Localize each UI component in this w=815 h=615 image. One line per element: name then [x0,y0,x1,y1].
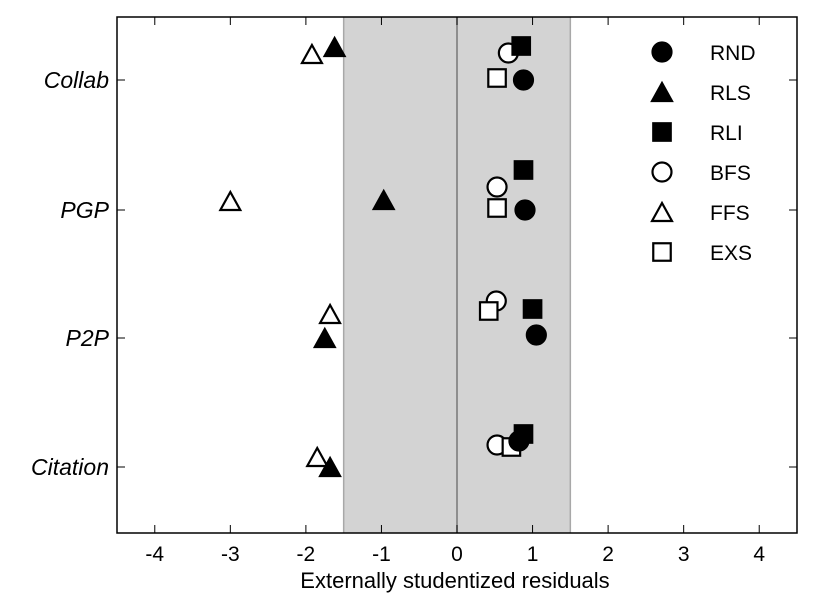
marker-rnd [512,69,535,91]
legend-marker-rnd [651,41,673,63]
marker-rls [318,455,342,478]
legend-marker-rli [652,122,672,142]
marker-rls [371,188,396,211]
marker-bfs [486,176,508,198]
marker-ffs [318,302,342,325]
marker-ffs [218,189,243,212]
legend-marker-rls [650,80,674,103]
marker-rnd [525,324,547,346]
category-label: PGP [60,197,109,223]
x-tick-label: -4 [145,543,164,566]
legend-label-rli: RLI [710,122,743,145]
legend-label-bfs: BFS [710,162,751,185]
marker-rnd [514,199,536,221]
x-tick-label: 4 [753,543,765,566]
marker-exs [487,198,507,218]
marker-rli [513,160,534,180]
marker-exs [478,301,499,321]
marker-rls [322,35,347,58]
category-label: Collab [44,67,109,93]
x-tick-label: -3 [221,543,240,566]
marker-exs [487,68,507,88]
category-label: P2P [66,325,110,351]
marker-rli [522,299,543,319]
legend-marker-exs [652,242,672,262]
x-tick-label: 1 [527,543,539,566]
x-tick-label: 3 [678,543,690,566]
marker-rli [511,36,532,56]
x-axis-title: Externally studentized residuals [300,568,609,593]
category-label: Citation [31,454,109,480]
marker-rli [513,424,534,444]
marker-rls [312,326,337,349]
x-tick-label: -2 [297,543,316,566]
marker-ffs [300,42,324,65]
x-tick-label: 2 [602,543,614,566]
legend-marker-bfs [651,161,673,183]
legend-label-ffs: FFS [710,202,750,225]
legend-label-exs: EXS [710,242,752,265]
x-tick-label: 0 [451,543,463,566]
marker-ffs [305,445,330,468]
x-tick-label: -1 [372,543,391,566]
legend-marker-ffs [650,200,674,223]
legend-label-rnd: RND [710,42,756,65]
legend-label-rls: RLS [710,82,751,105]
